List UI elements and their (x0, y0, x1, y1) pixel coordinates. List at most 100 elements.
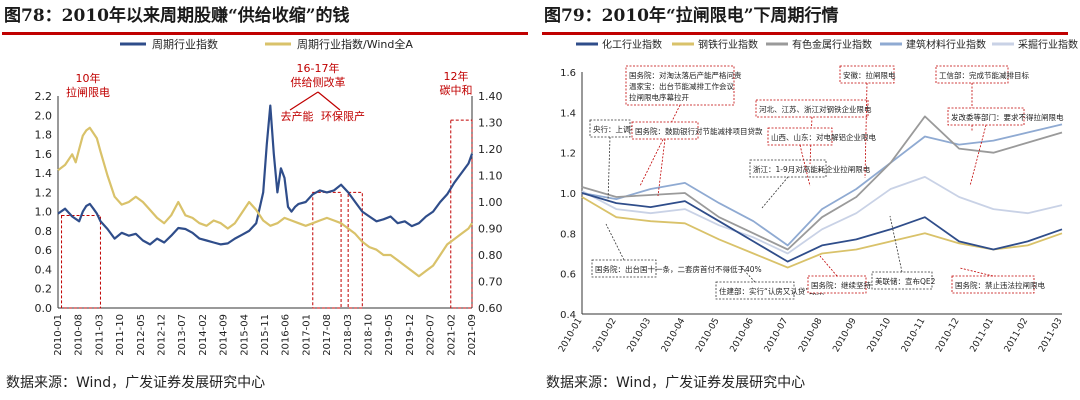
x-tick-label: 2010-08 (797, 316, 825, 354)
x-tick-label: 2016-06 (281, 314, 292, 356)
title-underline (2, 32, 528, 35)
y-left-tick-label: 0.6 (35, 244, 53, 257)
x-tick-label: 2010-10 (866, 316, 894, 354)
note-0-text: 温家宝：出台节能减排工作会议 (629, 81, 734, 91)
note-6-text: 国务院：继续坚持节能减排专项督查 (811, 280, 931, 290)
legend-label-1: 钢铁行业指数 (698, 38, 758, 51)
x-tick-label: 2010-01 (557, 317, 584, 355)
note-0-leader (639, 104, 681, 187)
y-left-tick-label: 1.4 (35, 167, 53, 180)
x-tick-label: 2011-03 (94, 314, 105, 356)
note-1-leader (607, 136, 611, 202)
x-tick-label: 2010-07 (763, 317, 790, 355)
y-right-tick-label: 1.10 (478, 170, 503, 183)
note-3-leader (761, 176, 789, 209)
note-11-box (935, 65, 1009, 84)
annotation-text: 10年 (76, 71, 101, 85)
series-line-2 (581, 115, 1063, 251)
x-tick-label: 2011-01 (969, 317, 996, 355)
note-2-text: 国务院：鼓励银行对节能减排项目贷款 (635, 126, 763, 136)
y-right-tick-label: 0.70 (478, 276, 503, 289)
chart-78: 周期行业指数 周期行业指数/Wind全A 0.0 0.2 0.4 0.6 0.8 1.0 1.2… (35, 37, 503, 356)
x-tick-label: 2017-01 (301, 314, 312, 356)
note-14-text: 国务院：禁止违法拉闸限电 (955, 280, 1045, 290)
y-right-tick-label: 1.30 (478, 117, 503, 130)
y-left-tick-label: 1.0 (35, 206, 53, 219)
x-tick-label: 2010-06 (729, 316, 757, 354)
y-right-tick-label: 0.80 (478, 249, 503, 262)
series-line-1 (57, 126, 473, 278)
annotation-box-0 (61, 214, 101, 309)
x-tick-label: 2019-05 (384, 314, 395, 356)
panel-cycle-stocks: 图78：2010年以来周期股赚“供给收缩”的钱 周期行业指数 周期行业指数/Win… (2, 6, 528, 391)
annotation-text: 去产能 (281, 109, 314, 123)
source-note-78: 数据来源：Wind，广发证券发展研究中心 (6, 375, 266, 391)
note-8-box (755, 99, 869, 118)
annotation-arrow (289, 91, 341, 111)
note-4-text: 国务院：出台国十一条，二套房首付不得低于40% (595, 264, 762, 274)
annotation-text: 16-17年 (297, 61, 340, 75)
note-3-text: 浙江：1-9月对高能耗企业拉闸限电 (753, 164, 871, 174)
x-tick-label: 2021-09 (467, 314, 478, 356)
x-tick-label: 2018-10 (364, 314, 375, 356)
y-tick-label: 1.0 (560, 189, 576, 200)
x-tick-label: 2020-07 (426, 314, 437, 356)
annotation-box-2 (347, 191, 363, 309)
note-13-leader (889, 215, 903, 273)
y-tick-label: 1.6 (560, 68, 576, 79)
x-tick-label: 2010-12 (934, 317, 961, 355)
note-2-leader (657, 138, 666, 197)
legend-label-1: 周期行业指数/Wind全A (297, 37, 413, 51)
panel-power-rationing: 图79：2010年“拉闸限电”下周期行情 化工行业指数 钢铁行业指数 有色金属行业指… (540, 0, 1080, 400)
note-0-text: 国务院：对淘汰落后产能严格问责 (629, 70, 742, 80)
note-5-text: 住建部：实行“认房又认贷”政策 (719, 286, 825, 296)
title-underline (542, 32, 1068, 35)
series-line-4 (581, 176, 1063, 255)
y-tick-label: 1.4 (560, 108, 576, 119)
x-tick-label: 2013-07 (177, 314, 188, 356)
legend-label-3: 建筑材料行业指数 (906, 38, 986, 51)
y-left-tick-label: 2.2 (35, 90, 53, 103)
annotation-text: 碳中和 (440, 83, 473, 97)
annotation-text: 拉闸限电 (66, 85, 110, 99)
note-13-text: 美联储：宣布QE2 (875, 276, 936, 286)
note-9-leader (799, 144, 811, 187)
x-tick-label: 2015-04 (239, 314, 250, 356)
note-8-leader (809, 116, 813, 165)
y-left-tick-label: 0.8 (35, 225, 53, 238)
series-line-0 (57, 104, 474, 246)
note-12-leader (969, 124, 987, 187)
note-12-text: 发改委等部门：要求不得拉闸限电 (951, 112, 1064, 122)
x-tick-label: 2010-02 (591, 317, 618, 355)
note-4-leader (605, 223, 625, 261)
x-tick-label: 2010-04 (660, 316, 688, 354)
x-tick-label: 2018-03 (343, 314, 354, 356)
x-tick-label: 2021-02 (446, 314, 457, 356)
chart-title-78: 图78：2010年以来周期股赚“供给收缩”的钱 (4, 6, 350, 26)
legend-label-0: 周期行业指数 (152, 37, 218, 51)
note-14-box (951, 275, 1035, 294)
y-tick-label: 0.6 (560, 270, 576, 281)
x-tick-label: 2014-09 (219, 314, 230, 356)
chart-79: 化工行业指数 钢铁行业指数 有色金属行业指数 建筑材料行业指数 采掘行业指数 0.4 0.6… (557, 38, 1078, 355)
note-0-text: 拉闸限电序幕拉开 (629, 92, 689, 102)
note-10-text: 安徽：拉闸限电 (843, 70, 896, 80)
annotation-box-1 (312, 191, 342, 309)
y-left-tick-label: 0.2 (35, 283, 53, 296)
note-8-text: 河北、江苏、浙江对钢铁企业限电 (759, 104, 872, 114)
x-tick-label: 2011-02 (1003, 317, 1030, 355)
y-right-tick-label: 0.60 (478, 302, 503, 315)
y-left-tick-label: 0.4 (35, 263, 53, 276)
x-tick-label: 2011-03 (1037, 317, 1064, 355)
chart-title-79: 图79：2010年“拉闸限电”下周期行情 (544, 6, 839, 26)
note-9-text: 山西、山东：对电解铝企业限电 (771, 132, 876, 142)
y-left-tick-label: 0.0 (35, 302, 53, 315)
y-left-tick-label: 1.2 (35, 186, 53, 199)
note-10-leader (864, 82, 868, 179)
legend-label-4: 采掘行业指数 (1018, 38, 1078, 51)
y-right-tick-label: 0.90 (478, 223, 503, 236)
x-tick-label: 2012-12 (157, 314, 168, 356)
x-tick-label: 2010-01 (53, 314, 64, 356)
note-6-leader (819, 255, 838, 277)
y-left-tick-label: 2.0 (35, 109, 53, 122)
